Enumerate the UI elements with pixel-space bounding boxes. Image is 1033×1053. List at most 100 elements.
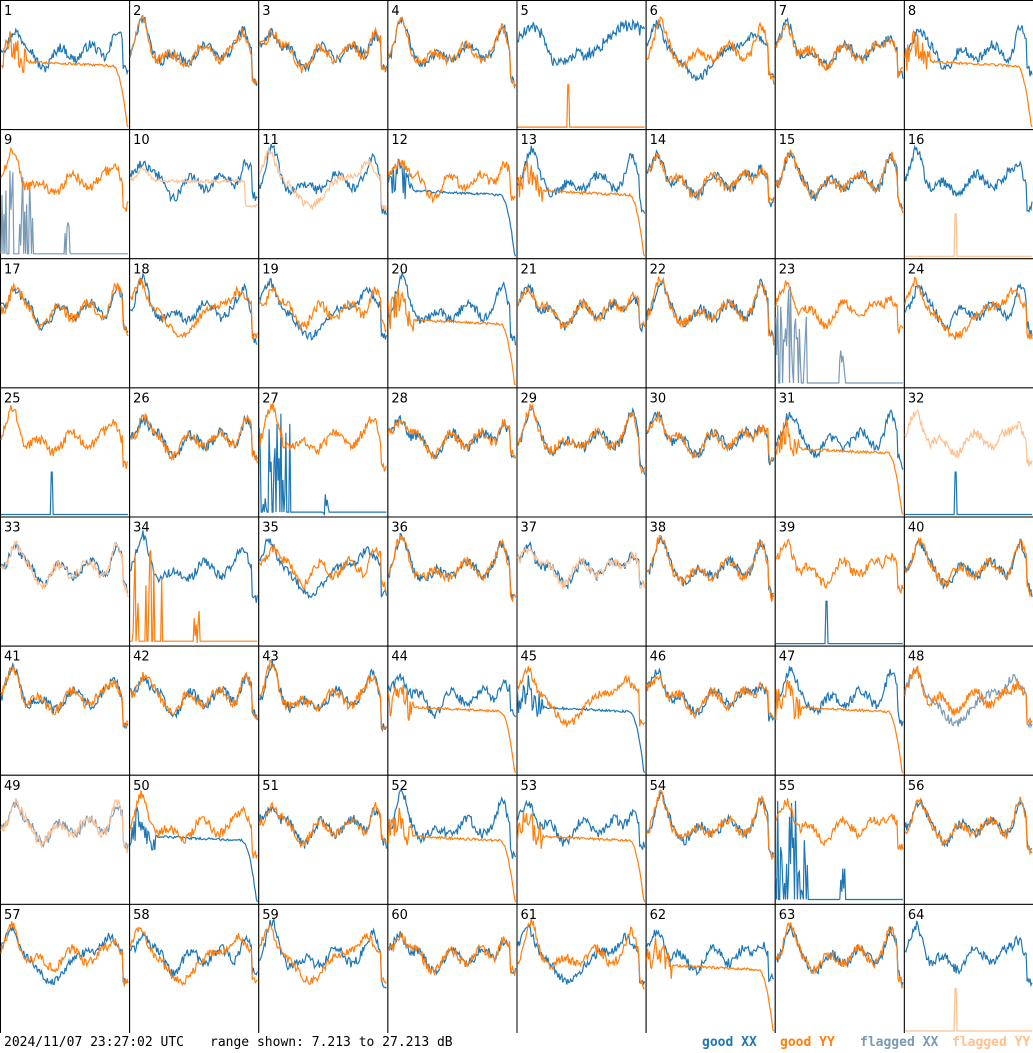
panel-number: 21 (521, 262, 538, 277)
panel-frame (387, 903, 518, 1033)
series-yy-good (775, 798, 904, 851)
panel-number: 12 (391, 133, 408, 148)
panel-frame (903, 0, 1033, 131)
panel-number: 14 (650, 133, 667, 148)
panel-48: 48 (903, 645, 1033, 776)
panel-52: 52 (387, 774, 518, 905)
series-xx-flagged (775, 286, 903, 384)
panel-number: 30 (650, 391, 667, 406)
series-yy-good (129, 926, 258, 986)
series-yy-good (387, 684, 517, 774)
series-yy-good (0, 664, 129, 728)
panel-frame (387, 258, 518, 389)
series-yy-good (129, 412, 258, 464)
series-yy-good (387, 159, 516, 204)
panel-frame (645, 387, 776, 518)
panel-frame (774, 645, 905, 776)
series-yy-good (259, 402, 387, 472)
series-yy-good (904, 796, 1033, 856)
series-yy-good (775, 280, 904, 334)
series-xx-good (129, 806, 258, 903)
series-yy-good (258, 285, 387, 333)
panel-number: 15 (779, 133, 796, 148)
series-yy-good (129, 671, 258, 720)
panel-number: 10 (133, 133, 150, 148)
series-yy-good (516, 666, 646, 729)
series-yy-good (258, 544, 387, 592)
panel-number: 13 (521, 133, 538, 148)
panel-1: 1 (0, 0, 131, 131)
panel-31: 31 (774, 387, 905, 518)
panel-number: 26 (133, 391, 150, 406)
panel-55: 55 (774, 774, 905, 905)
panel-22: 22 (645, 258, 776, 389)
panel-63: 63 (774, 903, 905, 1033)
series-xx-good (904, 920, 1033, 988)
series-yy-good (258, 659, 387, 731)
series-yy-good (646, 16, 775, 85)
series-yy-flagged (0, 540, 129, 598)
panel-frame (129, 645, 260, 776)
panel-frame (0, 516, 131, 647)
series-xx-good (258, 27, 387, 73)
panel-14: 14 (645, 129, 776, 260)
footer-bar: 2024/11/07 23:27:02 UTC range shown: 7.2… (0, 1033, 1033, 1053)
series-yy-good (904, 537, 1033, 598)
panel-53: 53 (516, 774, 647, 905)
series-yy-good (387, 418, 517, 460)
panel-21: 21 (516, 258, 647, 389)
series-yy-flagged (904, 409, 1033, 467)
panel-36: 36 (387, 516, 518, 647)
panel-frame (258, 129, 389, 260)
panel-number: 17 (4, 262, 21, 277)
series-yy-good (259, 801, 387, 849)
panel-frame (516, 903, 647, 1033)
panel-number: 31 (779, 391, 796, 406)
panel-frame (387, 129, 518, 260)
panel-frame (129, 129, 260, 260)
panel-number: 24 (908, 262, 925, 277)
panel-frame (0, 645, 131, 776)
series-xx-good (904, 144, 1033, 213)
series-xx-good (646, 791, 775, 860)
panel-number: 38 (650, 521, 667, 536)
panel-35: 35 (258, 516, 389, 647)
series-yy-good (646, 152, 775, 203)
panel-frame (129, 258, 260, 389)
panel-frame (516, 0, 647, 131)
range-text: range shown: 7.213 to 27.213 dB (210, 1035, 453, 1050)
series-xx-good (904, 282, 1033, 336)
panel-28: 28 (387, 387, 518, 518)
panel-frame (645, 129, 776, 260)
panel-frame (0, 258, 131, 389)
series-yy-good (516, 811, 646, 903)
panel-frame (516, 129, 647, 260)
panel-29: 29 (516, 387, 647, 518)
panel-number: 56 (908, 779, 925, 794)
series-yy-good (258, 26, 387, 74)
panel-number: 7 (779, 4, 787, 19)
panel-8: 8 (903, 0, 1033, 131)
series-xx-good (646, 20, 775, 82)
panel-number: 63 (779, 908, 796, 923)
panel-33: 33 (0, 516, 131, 647)
series-xx-good (517, 145, 646, 214)
panel-15: 15 (774, 129, 905, 260)
timestamp-text: 2024/11/07 23:27:02 UTC (4, 1035, 185, 1050)
panel-frame (774, 0, 905, 131)
series-xx-good (0, 27, 129, 76)
panel-19: 19 (258, 258, 389, 389)
panel-5: 5 (516, 0, 647, 131)
panel-number: 19 (262, 262, 279, 277)
panel-9: 9 (0, 129, 131, 260)
panel-frame (774, 129, 905, 260)
panel-frame (645, 645, 776, 776)
panel-number: 39 (779, 521, 796, 536)
series-yy-good (387, 932, 517, 976)
panel-57: 57 (0, 903, 131, 1033)
panel-46: 46 (645, 645, 776, 776)
series-xx-good (387, 789, 517, 859)
panel-number: 58 (133, 908, 150, 923)
series-yy-good (775, 679, 904, 774)
panel-number: 4 (391, 4, 399, 19)
